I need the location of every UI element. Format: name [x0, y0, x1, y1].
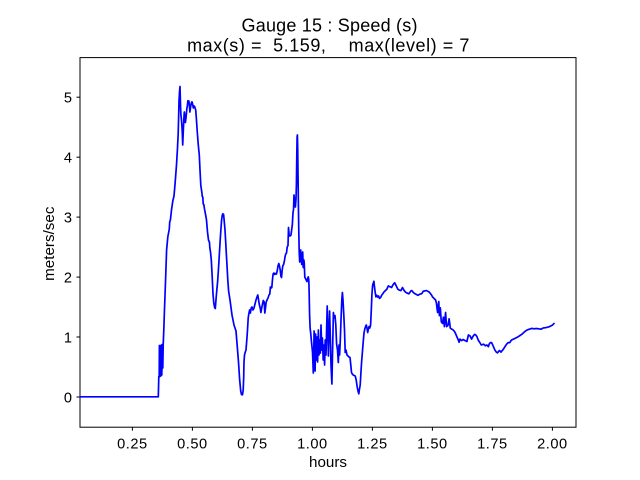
svg-text:meters/sec: meters/sec [41, 206, 58, 281]
svg-text:4: 4 [64, 151, 73, 167]
svg-text:hours: hours [309, 454, 347, 471]
svg-text:0.50: 0.50 [177, 437, 208, 453]
svg-text:max(s) = 5.159, max(level): max(s) = 5.159, max(level) = 7 [187, 36, 470, 56]
svg-text:2: 2 [64, 270, 73, 286]
svg-text:2.00: 2.00 [537, 437, 568, 453]
svg-text:0.75: 0.75 [237, 437, 268, 453]
svg-text:Gauge 15 : Speed (s): Gauge 15 : Speed (s) [242, 16, 418, 36]
svg-text:0: 0 [64, 390, 73, 406]
svg-text:1.00: 1.00 [297, 437, 328, 453]
svg-text:1.50: 1.50 [417, 437, 448, 453]
svg-text:3: 3 [64, 210, 73, 226]
svg-text:1: 1 [64, 330, 73, 346]
svg-text:1.25: 1.25 [357, 437, 388, 453]
svg-text:5: 5 [64, 91, 73, 107]
svg-text:0.25: 0.25 [117, 437, 148, 453]
svg-text:1.75: 1.75 [477, 437, 508, 453]
